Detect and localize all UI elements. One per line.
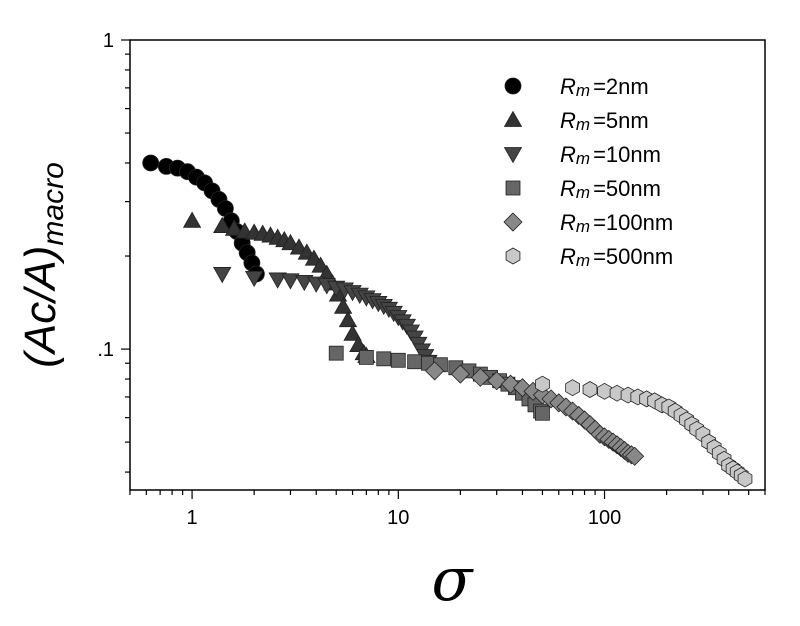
y-tick-label-0: .1 bbox=[97, 339, 114, 361]
x-tick-label-0: 1 bbox=[187, 507, 198, 529]
series-2-point-3 bbox=[281, 273, 300, 290]
series-2-point-2 bbox=[268, 272, 287, 289]
series-1-point-0 bbox=[182, 211, 202, 228]
legend-prefix-main: R bbox=[560, 176, 576, 201]
legend-label-1: Rm =5nm bbox=[560, 108, 649, 134]
series-1-point-17 bbox=[333, 297, 353, 314]
legend-marker-0 bbox=[504, 77, 522, 95]
series-4-point-1 bbox=[450, 364, 470, 384]
series-2-point-1 bbox=[244, 270, 264, 288]
legend-prefix-sub: m bbox=[576, 251, 590, 270]
legend-marker-4 bbox=[503, 212, 523, 232]
legend-label-3: Rm =50nm bbox=[560, 176, 661, 202]
series-1-point-18 bbox=[338, 310, 358, 328]
legend-label-5: Rm =500nm bbox=[560, 244, 673, 270]
legend-value: =10nm bbox=[593, 142, 661, 167]
data-markers bbox=[142, 154, 753, 488]
legend-prefix-sub: m bbox=[576, 149, 590, 168]
series-3-point-0 bbox=[328, 345, 344, 361]
legend-value: =2nm bbox=[593, 74, 649, 99]
x-axis-label: σ bbox=[432, 545, 475, 615]
legend-prefix-sub: m bbox=[576, 183, 590, 202]
series-3-point-18 bbox=[535, 405, 550, 421]
series-5-point-0 bbox=[535, 375, 550, 393]
series-4-point-3 bbox=[487, 371, 507, 391]
series-1-point-1 bbox=[213, 216, 232, 233]
legend-prefix-main: R bbox=[560, 74, 576, 99]
legend-marker-1 bbox=[503, 110, 523, 127]
legend-prefix-main: R bbox=[560, 210, 576, 235]
legend-value: =5nm bbox=[593, 108, 649, 133]
plot-frame bbox=[129, 39, 766, 491]
series-3-point-2 bbox=[376, 351, 392, 367]
legend-marker-5 bbox=[505, 247, 521, 265]
axes: 1 10 100 .1 1 bbox=[97, 30, 766, 529]
series-0-point-0 bbox=[142, 154, 160, 172]
series-4-point-25 bbox=[625, 446, 645, 466]
legend-marker-2 bbox=[503, 147, 523, 164]
legend-value: =50nm bbox=[593, 176, 661, 201]
legend-label-0: Rm =2nm bbox=[560, 74, 649, 100]
series-2-point-0 bbox=[213, 267, 232, 284]
legend-value: =100nm bbox=[593, 210, 673, 235]
series-4-point-2 bbox=[470, 367, 490, 387]
series-3-point-4 bbox=[407, 354, 423, 370]
y-axis-label-main: (Ac/A) bbox=[16, 246, 65, 368]
legend-prefix-sub: m bbox=[576, 81, 590, 100]
series-3-point-3 bbox=[390, 352, 406, 368]
legend-label-4: Rm =100nm bbox=[560, 210, 673, 236]
series-5-point-3 bbox=[597, 382, 612, 400]
y-tick-label-1: 1 bbox=[103, 30, 114, 52]
legend-prefix-sub: m bbox=[576, 217, 590, 236]
series-1-point-19 bbox=[343, 324, 362, 341]
series-5-point-25 bbox=[737, 470, 753, 488]
y-axis-label: (Ac/A)macro bbox=[16, 162, 70, 368]
x-tick-label-1: 10 bbox=[387, 507, 409, 529]
legend-prefix-main: R bbox=[560, 108, 576, 133]
legend-prefix-sub: m bbox=[576, 115, 590, 134]
series-4-point-0 bbox=[425, 361, 445, 381]
legend-prefix-main: R bbox=[560, 244, 576, 269]
x-tick-label-2: 100 bbox=[588, 507, 621, 529]
series-5-point-2 bbox=[582, 381, 598, 398]
series-1-point-2 bbox=[224, 219, 244, 236]
legend-marker-3 bbox=[505, 180, 521, 196]
legend-value: =500nm bbox=[593, 244, 673, 269]
series-3-point-1 bbox=[358, 349, 374, 365]
legend-label-2: Rm =10nm bbox=[560, 142, 661, 168]
series-5-point-1 bbox=[565, 379, 580, 397]
y-axis-label-sub: macro bbox=[37, 162, 70, 245]
legend-prefix-main: R bbox=[560, 142, 576, 167]
